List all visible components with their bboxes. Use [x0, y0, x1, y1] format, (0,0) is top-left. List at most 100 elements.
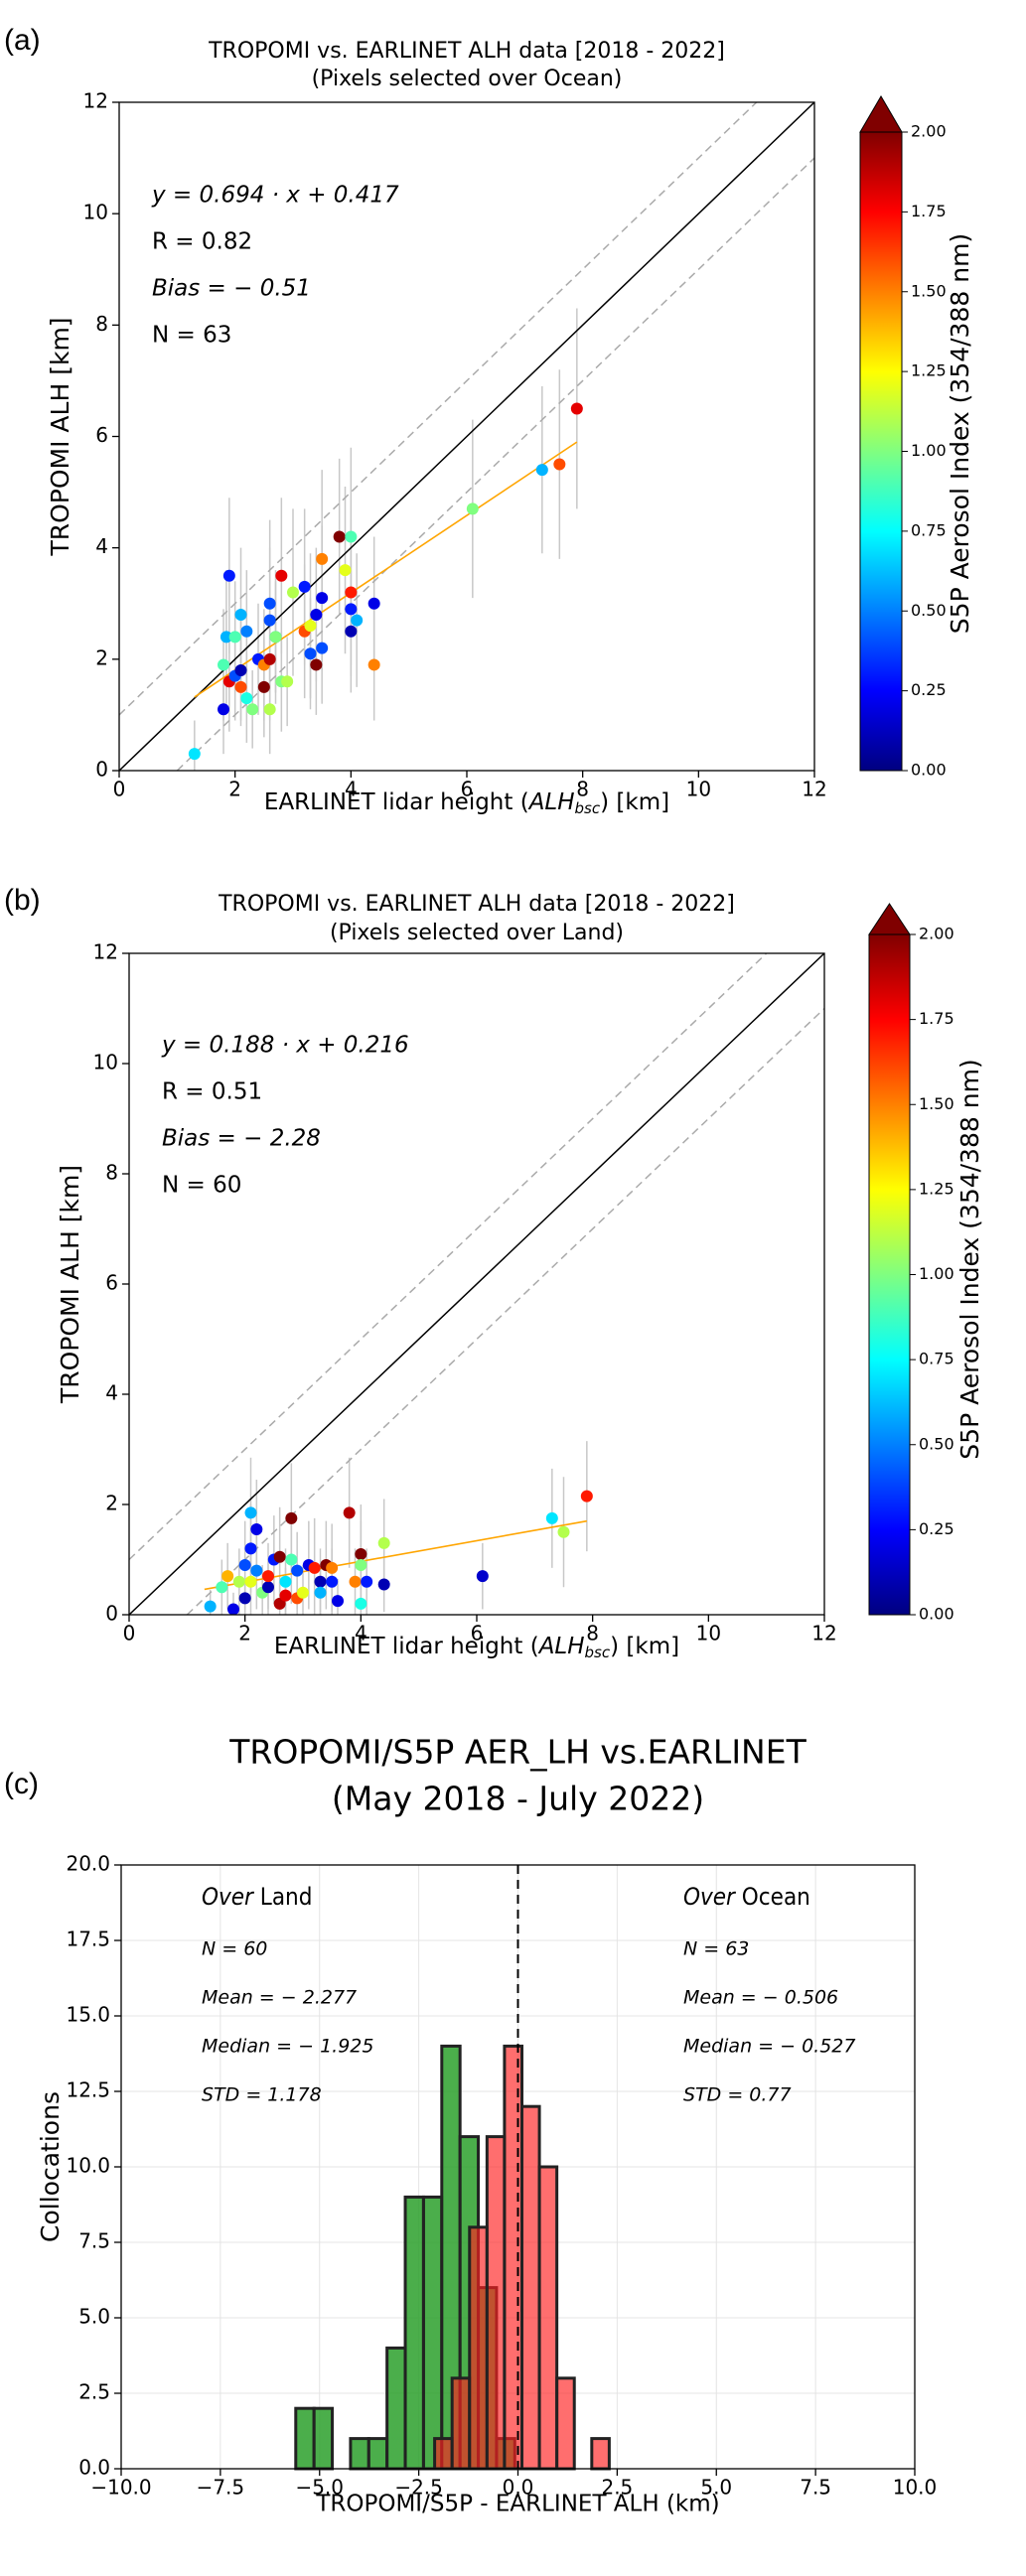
x-axis-label-part: EARLINET lidar height ( — [264, 789, 529, 815]
chart-title: TROPOMI vs. EARLINET ALH data [2018 - 20… — [208, 39, 725, 64]
x-tick-label: 5.0 — [700, 2476, 732, 2500]
scatter-point — [240, 692, 253, 705]
x-tick-label: −5.0 — [295, 2476, 344, 2500]
scatter-point — [535, 464, 548, 477]
scatter-point — [316, 592, 329, 605]
chart-title: TROPOMI/S5P AER_LH vs.EARLINET — [228, 1733, 806, 1772]
x-axis-label: EARLINET lidar height (ALHbsc) [km] — [264, 789, 669, 817]
chart-subtitle: (Pixels selected over Ocean) — [312, 67, 623, 91]
scatter-point — [287, 586, 299, 599]
scatter-point — [275, 569, 288, 582]
scatter-point — [351, 614, 364, 627]
annotation: R = 0.82 — [152, 229, 252, 255]
scatter-point — [291, 1564, 304, 1577]
scatter-point — [361, 1575, 373, 1588]
series-stat: Median = − 1.925 — [202, 2036, 373, 2058]
y-tick-label: 0.0 — [78, 2456, 110, 2480]
reference-line — [119, 102, 814, 771]
scatter-point — [545, 1511, 558, 1524]
colorbar-tick-label: 1.25 — [919, 1179, 954, 1198]
x-tick-label: 8 — [586, 1622, 599, 1646]
x-tick-label: −7.5 — [197, 2476, 245, 2500]
colorbar-tick-label: 1.00 — [911, 441, 947, 460]
histogram-bar — [421, 2195, 444, 2471]
scatter-point — [316, 552, 329, 565]
annotation: Bias = − 0.51 — [152, 276, 311, 302]
scatter-point — [244, 1506, 257, 1519]
scatter-point — [355, 1597, 367, 1610]
scatter-point — [285, 1511, 298, 1524]
annotation: y = 0.188 · x + 0.216 — [161, 1033, 409, 1059]
y-tick-label: 7.5 — [78, 2229, 110, 2253]
scatter-point — [262, 1581, 274, 1594]
scatter-point — [367, 658, 380, 671]
scatter-point — [557, 1525, 570, 1538]
x-tick-label: 10 — [696, 1622, 721, 1646]
x-tick-label: 2 — [228, 778, 241, 801]
x-tick-label: 6 — [461, 778, 474, 801]
scatter-point — [349, 1575, 362, 1588]
annotation: N = 60 — [162, 1173, 241, 1199]
colorbar-tick-label: 1.50 — [919, 1094, 954, 1113]
x-tick-label: 7.5 — [800, 2476, 831, 2500]
scatter-point — [476, 1570, 489, 1583]
scatter-point — [238, 1592, 251, 1605]
scatter-point — [234, 664, 247, 677]
y-tick-label: 10.0 — [66, 2154, 110, 2178]
scatter-point — [238, 1559, 251, 1572]
y-tick-label: 12.5 — [66, 2078, 110, 2102]
x-tick-label: 12 — [811, 1622, 836, 1646]
x-tick-label: 2.5 — [601, 2476, 633, 2500]
series-stat: Median = − 0.527 — [683, 2036, 855, 2058]
scatter-point — [298, 580, 311, 593]
series-stat: Mean = − 2.277 — [202, 1987, 357, 2009]
scatter-point — [218, 658, 229, 671]
colorbar-tick-label: 0.50 — [919, 1434, 954, 1453]
x-axis-label: EARLINET lidar height (ALHbsc) [km] — [274, 1634, 679, 1661]
scatter-point — [326, 1575, 339, 1588]
scatter-point — [263, 703, 276, 716]
y-tick-label: 4 — [105, 1381, 118, 1405]
x-axis-label-part: EARLINET lidar height ( — [274, 1634, 539, 1659]
x-axis-label-var: ALH — [537, 1634, 585, 1659]
axes-frame — [120, 1864, 916, 2470]
scatter-point — [570, 402, 583, 415]
scatter-point — [326, 1561, 339, 1574]
y-tick-label: 10 — [93, 1051, 118, 1074]
scatter-point — [310, 658, 323, 671]
histogram-bar — [503, 2044, 523, 2471]
x-axis-label-var: ALH — [527, 789, 575, 815]
scatter-point — [297, 1586, 309, 1599]
colorbar-tick-label: 1.25 — [911, 361, 947, 380]
scatter-point — [345, 586, 358, 599]
x-tick-label: 4 — [345, 778, 358, 801]
scatter-point — [227, 1603, 239, 1616]
series-label-emph: Over — [202, 1883, 254, 1911]
x-tick-label: 0 — [123, 1622, 136, 1646]
y-tick-label: 12 — [93, 940, 118, 964]
series-label: Over Ocean — [683, 1883, 810, 1911]
colorbar-tick-label: 0.00 — [919, 1605, 954, 1624]
scatter-point — [246, 703, 259, 716]
scatter-point — [220, 631, 232, 644]
scatter-point — [345, 625, 358, 638]
y-tick-label: 4 — [95, 534, 108, 558]
scatter-point — [355, 1559, 367, 1572]
scatter-point — [304, 620, 317, 633]
scatter-point — [314, 1586, 327, 1599]
scatter-point — [263, 614, 276, 627]
x-axis-label-sub: bsc — [585, 1644, 611, 1661]
scatter-point — [314, 1575, 327, 1588]
scatter-point — [273, 1550, 286, 1563]
y-tick-label: 0 — [95, 758, 108, 782]
y-tick-label: 20.0 — [66, 1852, 110, 1876]
y-axis-label: TROPOMI ALH [km] — [56, 1165, 84, 1404]
colorbar-label: S5P Aerosol Index (354/388 nm) — [955, 1059, 984, 1459]
series-stat: N = 60 — [202, 1938, 267, 1960]
scatter-point — [204, 1600, 217, 1613]
scatter-point — [343, 1506, 356, 1519]
y-tick-label: 2.5 — [78, 2380, 110, 2404]
series-stat: N = 63 — [683, 1938, 749, 1960]
histogram-bar — [366, 2437, 389, 2471]
scatter-point — [250, 1564, 263, 1577]
